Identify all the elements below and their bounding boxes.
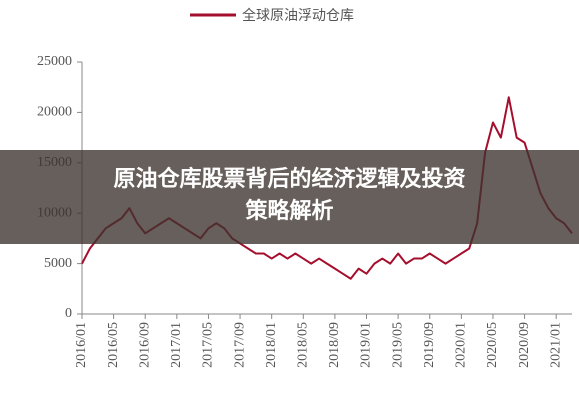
y-tick-label: 25000 <box>37 54 72 69</box>
legend-label: 全球原油浮动仓库 <box>242 7 354 24</box>
x-tick-label: 2018/01 <box>264 322 279 368</box>
banner-line: 策略解析 <box>245 199 334 224</box>
x-tick-label: 2019/09 <box>422 322 437 368</box>
banner: 原油仓库股票背后的经济逻辑及投资 策略解析 <box>0 150 579 244</box>
x-tick-label: 2017/01 <box>169 322 184 368</box>
y-tick-label: 5000 <box>44 256 72 271</box>
x-tick-label: 2016/09 <box>137 322 152 368</box>
x-tick-label: 2020/01 <box>454 322 469 368</box>
x-tick-label: 2021/01 <box>548 322 563 368</box>
x-tick-label: 2016/05 <box>106 322 121 368</box>
x-tick-label: 2019/01 <box>359 322 374 368</box>
x-tick-label: 2020/09 <box>517 322 532 368</box>
x-tick-label: 2020/05 <box>485 322 500 368</box>
x-tick-label: 2019/05 <box>390 322 405 368</box>
x-tick-label: 2018/05 <box>296 322 311 368</box>
x-tick-label: 2017/05 <box>201 322 216 368</box>
x-tick-label: 2018/09 <box>327 322 342 368</box>
x-tick-label: 2016/01 <box>74 322 89 368</box>
y-tick-label: 20000 <box>37 105 72 120</box>
y-tick-label: 0 <box>65 306 72 321</box>
banner-line: 原油仓库股票背后的经济逻辑及投资 <box>113 167 466 192</box>
x-tick-label: 2017/09 <box>232 322 247 368</box>
